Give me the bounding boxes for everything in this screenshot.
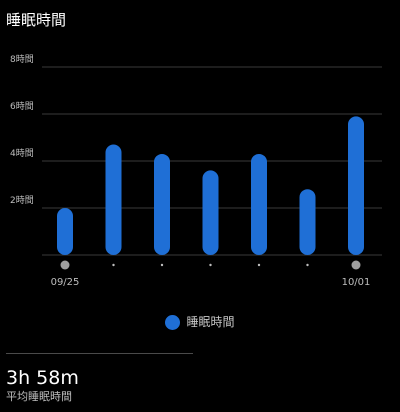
divider [6, 353, 193, 354]
bar-09/30[interactable] [299, 189, 316, 255]
bar-09/27[interactable] [154, 153, 170, 255]
x-marker-dot [257, 263, 261, 267]
y-tick-labels: 2時間 4時間 6時間 8時間 [10, 54, 34, 206]
x-markers [60, 260, 361, 270]
x-marker-dot [306, 263, 309, 267]
average-sleep-value: 3h 58m [6, 367, 79, 389]
bar-10/01[interactable] [348, 116, 364, 255]
bar-09/28[interactable] [202, 170, 219, 255]
average-sleep-label: 平均睡眠時間 [6, 390, 72, 403]
bar-09/29[interactable] [251, 153, 267, 255]
legend-label: 睡眠時間 [186, 315, 235, 329]
y-tick-label: 2時間 [10, 195, 34, 206]
x-marker-dot [160, 263, 164, 267]
x-tick-label: 09/25 [51, 277, 80, 288]
page-title: 睡眠時間 [6, 11, 67, 29]
x-tick-labels: 09/25 10/01 [51, 277, 371, 288]
y-tick-label: 6時間 [10, 101, 34, 112]
sleep-bar-chart: 2時間 4時間 6時間 8時間 09/25 10/01 [10, 54, 382, 288]
legend-swatch [165, 314, 181, 330]
chart-legend[interactable]: 睡眠時間 [0, 311, 400, 333]
x-marker-end [60, 260, 70, 270]
x-marker-end [351, 260, 361, 270]
bar-09/26[interactable] [105, 144, 122, 255]
x-tick-label: 10/01 [342, 277, 371, 288]
bar-09/25[interactable] [57, 208, 73, 255]
y-tick-label: 8時間 [10, 54, 34, 65]
y-tick-label: 4時間 [10, 148, 34, 159]
x-marker-dot [209, 263, 212, 267]
bars [57, 116, 364, 255]
x-marker-dot [112, 263, 115, 267]
